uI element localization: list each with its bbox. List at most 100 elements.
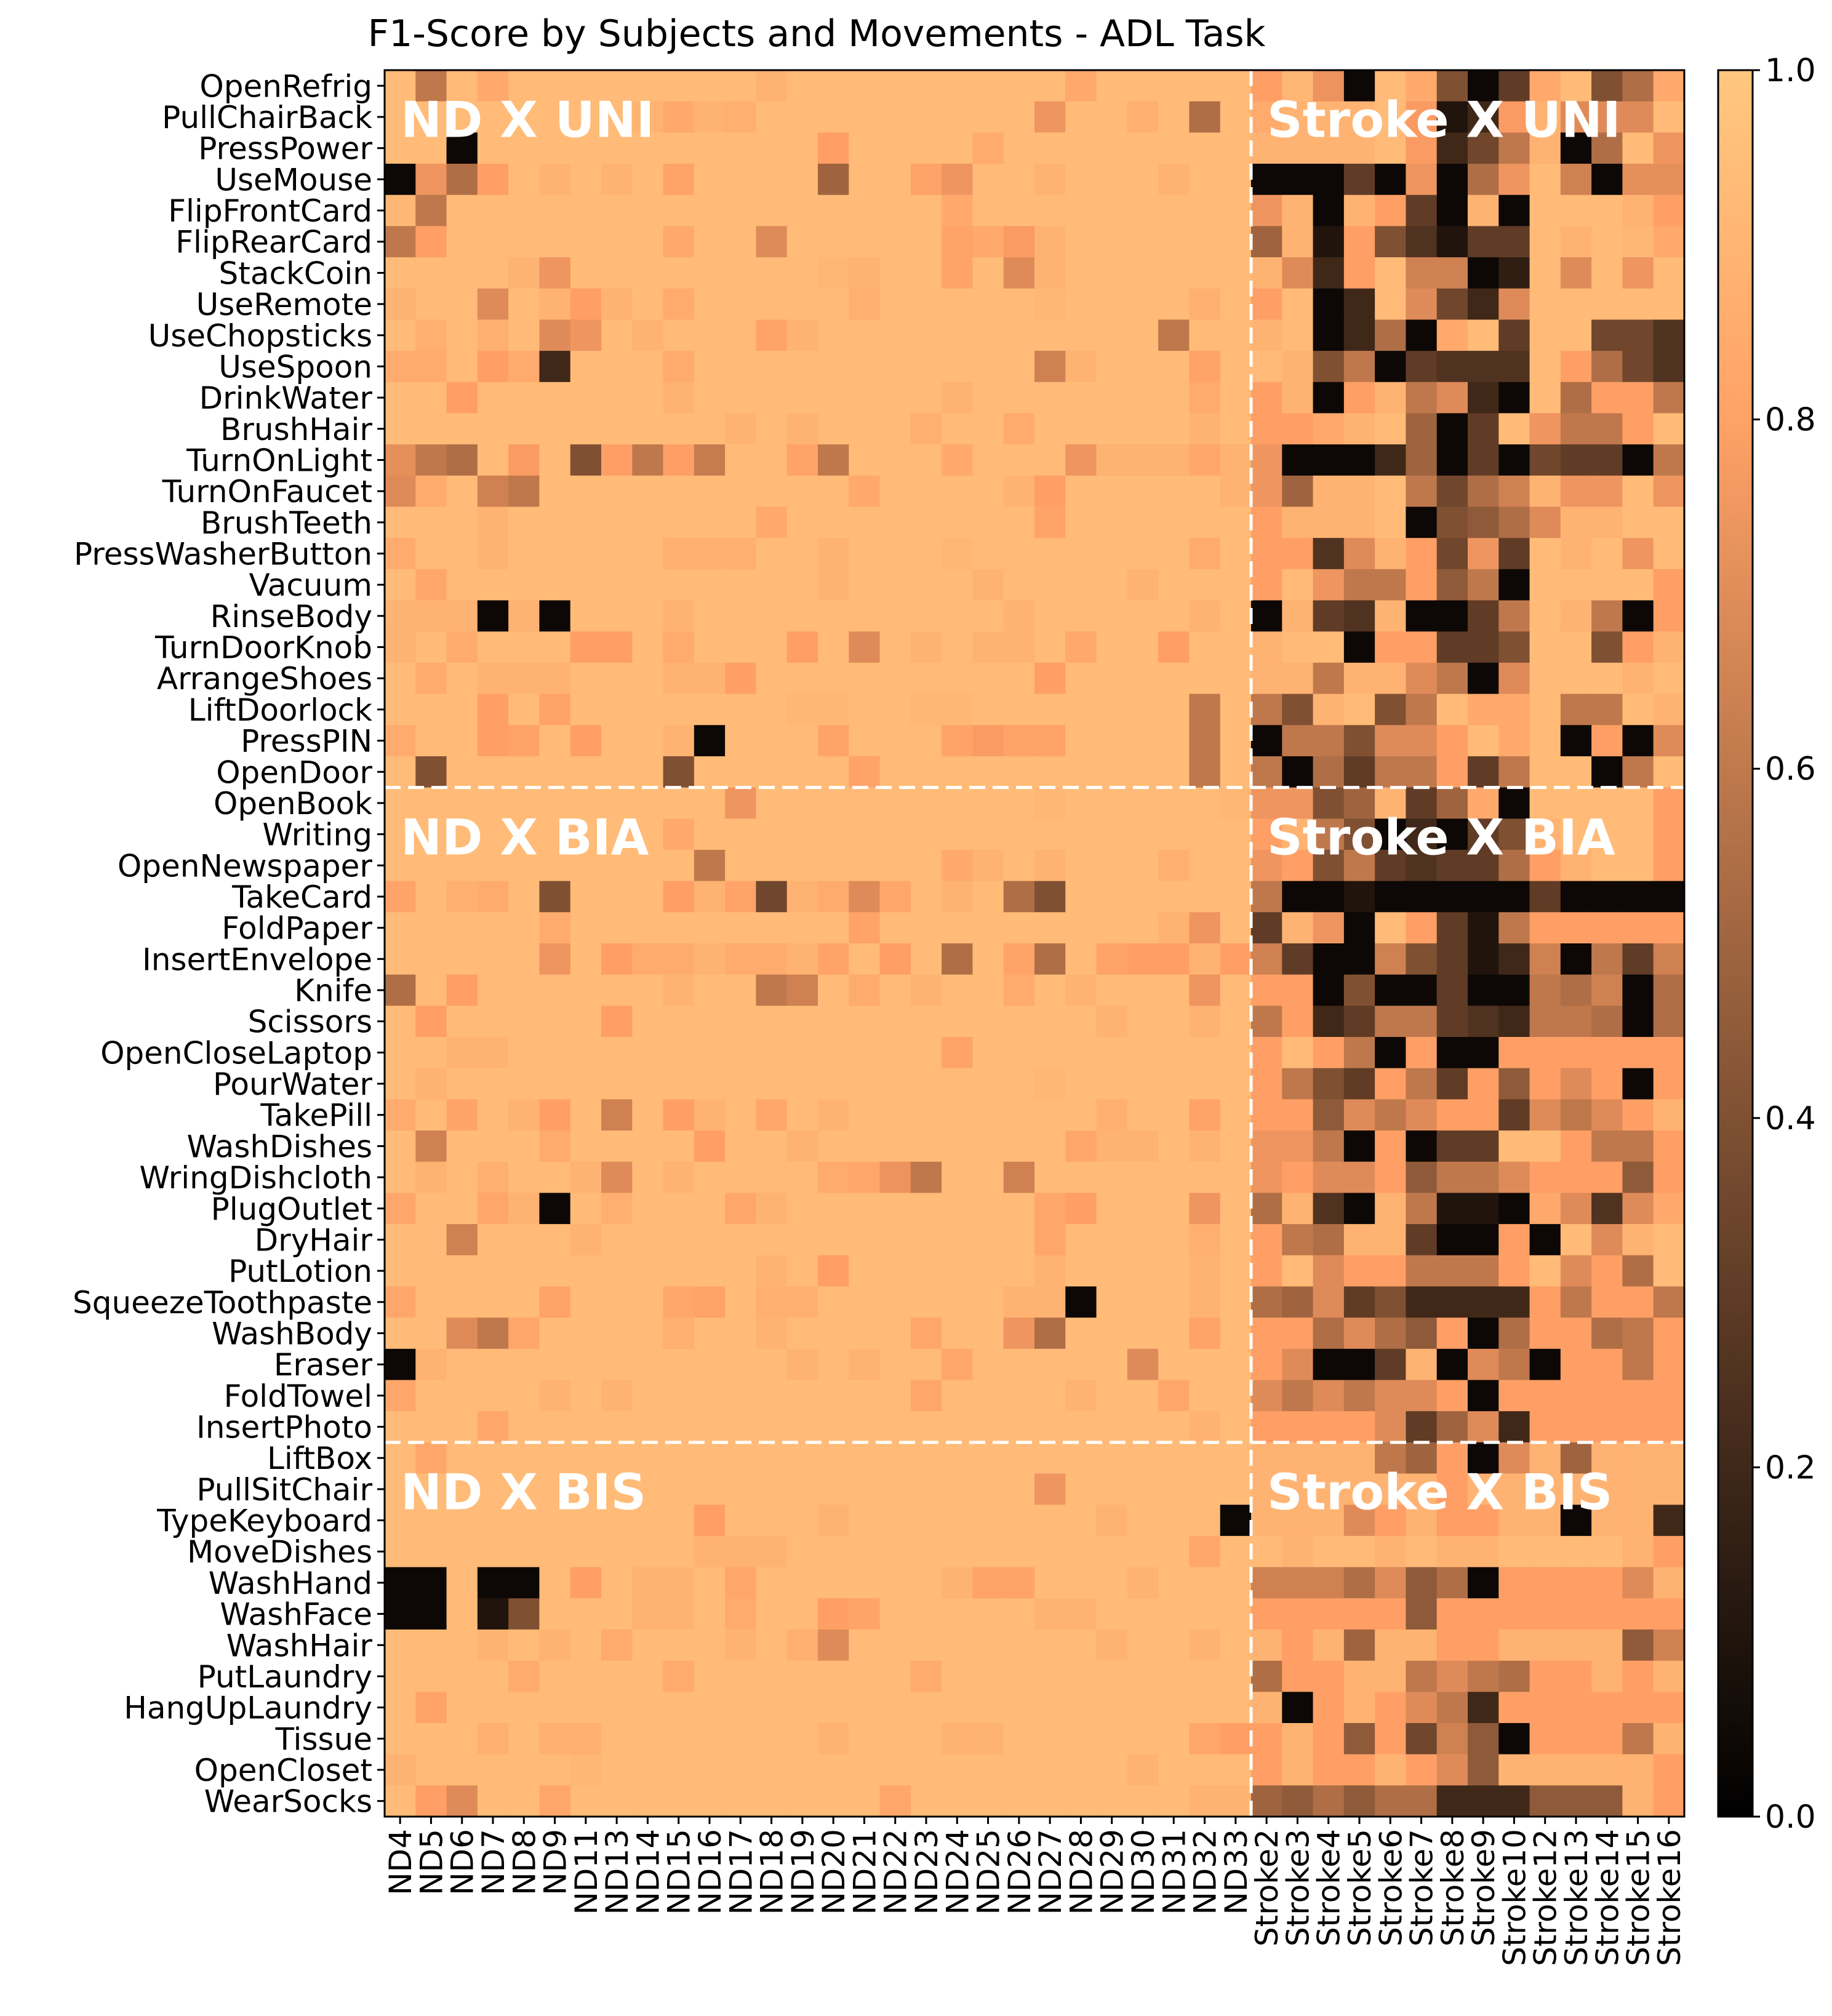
cell-foldpaper-nd25 xyxy=(972,912,1004,944)
cell-wringdishcloth-stroke16 xyxy=(1653,1161,1685,1194)
cell-knife-nd28 xyxy=(1065,974,1097,1006)
cell-writing-nd31 xyxy=(1158,818,1190,850)
cell-rinsebody-nd28 xyxy=(1065,600,1097,632)
cell-pullchairback-nd17 xyxy=(725,101,757,133)
cell-pourwater-nd29 xyxy=(1096,1068,1128,1100)
cell-writing-stroke15 xyxy=(1622,818,1654,850)
cell-usechopsticks-nd4 xyxy=(385,319,416,351)
cell-foldpaper-stroke2 xyxy=(1251,912,1282,944)
cell-typekeyboard-nd16 xyxy=(694,1505,726,1537)
cell-squeezetoothpaste-stroke12 xyxy=(1529,1286,1561,1318)
col-label-nd29: ND29 xyxy=(1095,1829,1130,1915)
cell-pullchairback-stroke4 xyxy=(1313,101,1345,133)
cell-foldpaper-nd6 xyxy=(446,912,478,944)
cell-brushhair-nd23 xyxy=(910,413,942,445)
cell-opennewspaper-nd8 xyxy=(508,849,540,882)
cell-foldpaper-nd4 xyxy=(385,912,416,944)
cell-putlotion-stroke3 xyxy=(1282,1255,1314,1287)
cell-insertphoto-nd23 xyxy=(910,1411,942,1443)
cell-dryhair-stroke4 xyxy=(1313,1224,1345,1256)
cell-brushhair-nd22 xyxy=(879,413,911,445)
cell-hanguplaundry-nd20 xyxy=(818,1692,849,1724)
cell-takepill-nd6 xyxy=(446,1099,478,1131)
cell-wringdishcloth-nd23 xyxy=(910,1161,942,1194)
cell-liftbox-stroke12 xyxy=(1529,1442,1561,1474)
cell-opennewspaper-nd32 xyxy=(1189,849,1221,882)
cell-insertenvelope-nd30 xyxy=(1127,943,1159,975)
cell-brushteeth-nd6 xyxy=(446,506,478,538)
cell-dryhair-nd25 xyxy=(972,1224,1004,1256)
cell-pullchairback-nd15 xyxy=(663,101,695,133)
cell-wearsocks-stroke9 xyxy=(1468,1785,1499,1817)
cell-fliprearcard-nd33 xyxy=(1220,226,1252,258)
cell-washhand-nd25 xyxy=(972,1567,1004,1599)
cell-pourwater-stroke14 xyxy=(1591,1068,1623,1100)
cell-plugoutlet-nd30 xyxy=(1127,1193,1159,1225)
cell-rinsebody-stroke15 xyxy=(1622,600,1654,632)
cell-usespoon-nd18 xyxy=(756,351,788,383)
cell-washdishes-nd16 xyxy=(694,1130,726,1162)
cell-wearsocks-stroke6 xyxy=(1375,1785,1407,1817)
cell-pullchairback-nd24 xyxy=(942,101,974,133)
cell-drinkwater-nd17 xyxy=(725,382,757,414)
cell-brushteeth-nd33 xyxy=(1220,506,1252,538)
cell-insertphoto-nd6 xyxy=(446,1411,478,1443)
cell-usemouse-nd20 xyxy=(818,164,849,196)
cell-hanguplaundry-stroke14 xyxy=(1591,1692,1623,1724)
cell-stackcoin-nd23 xyxy=(910,257,942,289)
cell-usechopsticks-nd17 xyxy=(725,319,757,351)
cell-takecard-nd19 xyxy=(786,881,818,913)
row-label-eraser: Eraser xyxy=(274,1347,373,1383)
cell-insertphoto-nd18 xyxy=(756,1411,788,1443)
cell-pullchairback-nd22 xyxy=(879,101,911,133)
cell-hanguplaundry-stroke13 xyxy=(1560,1692,1592,1724)
cell-insertenvelope-nd11 xyxy=(570,943,602,975)
cell-wearsocks-nd8 xyxy=(508,1785,540,1817)
cell-hanguplaundry-nd21 xyxy=(849,1692,881,1724)
cell-stackcoin-nd27 xyxy=(1034,257,1066,289)
col-label-nd18: ND18 xyxy=(754,1829,790,1915)
cell-turnonlight-nd19 xyxy=(786,444,818,476)
cell-presswasherbutton-stroke10 xyxy=(1498,538,1530,570)
col-label-nd5: ND5 xyxy=(414,1829,449,1895)
cell-wearsocks-stroke10 xyxy=(1498,1785,1530,1817)
cell-openrefrig-nd4 xyxy=(385,70,416,102)
cell-eraser-nd31 xyxy=(1158,1348,1190,1381)
cell-squeezetoothpaste-stroke8 xyxy=(1436,1286,1468,1318)
cell-brushteeth-nd31 xyxy=(1158,506,1190,538)
cell-fliprearcard-nd14 xyxy=(632,226,664,258)
cell-knife-stroke13 xyxy=(1560,974,1592,1006)
cell-washface-nd8 xyxy=(508,1598,540,1630)
cell-takecard-nd6 xyxy=(446,881,478,913)
cell-usechopsticks-nd27 xyxy=(1034,319,1066,351)
cell-typekeyboard-nd13 xyxy=(601,1505,633,1537)
cell-drinkwater-stroke8 xyxy=(1436,382,1468,414)
cell-openrefrig-nd29 xyxy=(1096,70,1128,102)
cell-tissue-nd13 xyxy=(601,1722,633,1755)
cell-turnonfaucet-nd4 xyxy=(385,475,416,508)
cell-opendoor-nd16 xyxy=(694,756,726,788)
cell-washface-nd20 xyxy=(818,1598,849,1630)
cell-scissors-nd18 xyxy=(756,1006,788,1038)
cell-wringdishcloth-nd18 xyxy=(756,1161,788,1194)
cell-wearsocks-nd15 xyxy=(663,1785,695,1817)
cell-usechopsticks-nd21 xyxy=(849,319,881,351)
cell-openrefrig-nd11 xyxy=(570,70,602,102)
cell-stackcoin-stroke3 xyxy=(1282,257,1314,289)
cell-useremote-stroke4 xyxy=(1313,288,1345,321)
cell-pourwater-nd30 xyxy=(1127,1068,1159,1100)
cell-usemouse-nd21 xyxy=(849,164,881,196)
cell-typekeyboard-nd11 xyxy=(570,1505,602,1537)
cell-flipfrontcard-stroke13 xyxy=(1560,194,1592,226)
cell-liftdoorlock-nd24 xyxy=(942,694,974,726)
cell-takecard-nd11 xyxy=(570,881,602,913)
cell-presspower-nd25 xyxy=(972,132,1004,164)
cell-takecard-stroke8 xyxy=(1436,881,1468,913)
cell-rinsebody-nd18 xyxy=(756,600,788,632)
cell-pourwater-stroke3 xyxy=(1282,1068,1314,1100)
cell-opencloset-nd24 xyxy=(942,1754,974,1786)
cell-takecard-nd13 xyxy=(601,881,633,913)
cell-opendoor-nd30 xyxy=(1127,756,1159,788)
cell-eraser-stroke8 xyxy=(1436,1348,1468,1381)
